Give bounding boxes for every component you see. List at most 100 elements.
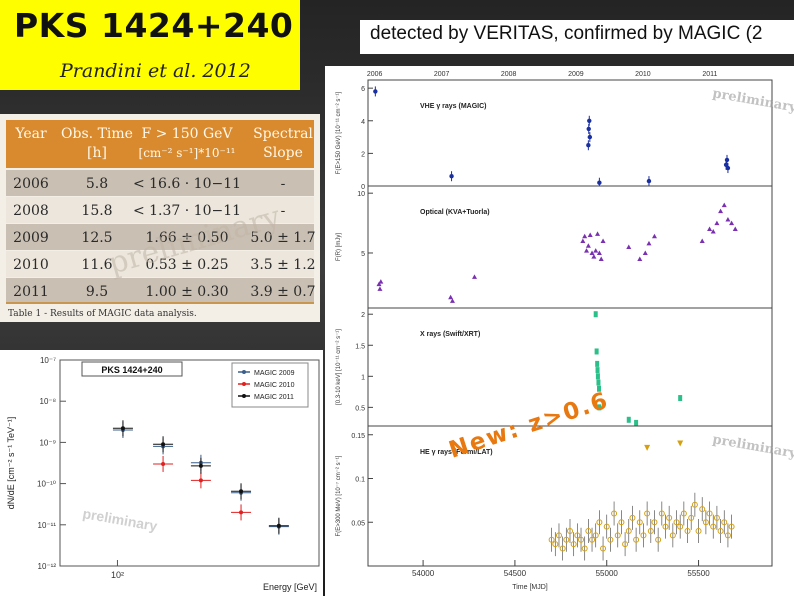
lc-point <box>669 532 676 539</box>
lc-panel-label: VHE γ rays (MAGIC) <box>420 103 487 110</box>
lc-point <box>373 89 378 94</box>
table-cell: 12.5 <box>81 230 112 246</box>
lc-point <box>582 233 588 239</box>
lc-point <box>589 536 596 543</box>
lc-point <box>633 536 640 543</box>
lc-point <box>724 157 730 163</box>
sed-x-tick-label: 10² <box>111 570 124 580</box>
lc-y-tick-label: 0.15 <box>351 433 365 440</box>
lc-point <box>597 404 602 411</box>
lc-point <box>673 519 680 526</box>
lc-point <box>559 545 566 552</box>
banner-text: detected by VERITAS, confirmed by MAGIC … <box>370 23 763 44</box>
lc-point <box>699 506 706 513</box>
lc-panel-frame <box>367 185 773 309</box>
lc-point <box>598 256 604 261</box>
lc-point <box>651 233 657 239</box>
table-cell: - <box>281 203 286 219</box>
lc-point <box>714 220 720 226</box>
lc-panel-frame <box>367 79 773 187</box>
lc-y-tick-label: 2 <box>361 151 365 158</box>
table-cell: 5.8 <box>86 176 108 192</box>
lc-y-tick-label: 2 <box>361 312 365 319</box>
sed-point <box>161 461 166 466</box>
lc-point <box>472 274 478 279</box>
sed-legend-label: MAGIC 2011 <box>254 394 294 401</box>
table-header-line2: [cm⁻² s⁻¹]*10⁻¹¹ <box>139 146 236 160</box>
table-cell: 2010 <box>13 257 49 273</box>
sed-point <box>239 510 244 515</box>
table-cell: < 16.6 · 10−11 <box>133 176 241 192</box>
lc-point <box>377 286 383 291</box>
lc-point <box>587 118 592 123</box>
lc-y-tick-label: 0 <box>361 184 365 191</box>
lc-panel-label: X rays (Swift/XRT) <box>420 331 480 338</box>
slide-title: PKS 1424+240 <box>14 6 294 45</box>
lc-point <box>644 510 651 517</box>
lc-panel-frame <box>367 425 773 567</box>
lc-point <box>710 523 717 530</box>
lc-x-tick-label: 54000 <box>412 569 435 578</box>
lc-point <box>580 238 586 244</box>
lc-upper-limit <box>644 444 651 451</box>
lc-point <box>578 536 585 543</box>
lc-point <box>594 348 599 355</box>
sed-y-axis-label: dN/dE [cm⁻² s⁻¹ TeV⁻¹] <box>6 417 16 510</box>
sed-point <box>120 426 125 431</box>
lc-point <box>626 244 632 249</box>
lc-year-label: 2008 <box>501 71 517 78</box>
table-row <box>6 251 314 277</box>
lc-point <box>376 281 382 287</box>
lc-point <box>448 294 454 300</box>
lc-point <box>666 514 673 521</box>
lc-point <box>678 395 683 402</box>
sed-point <box>239 489 244 494</box>
lc-point <box>586 126 591 132</box>
lc-point <box>567 528 573 534</box>
lc-year-label: 2009 <box>568 71 584 78</box>
lc-point <box>587 232 593 238</box>
lc-x-tick-label: 54500 <box>504 569 527 578</box>
lc-point <box>584 248 590 253</box>
table-cell: 3.5 ± 1.2 <box>250 257 315 273</box>
lc-point <box>713 514 720 521</box>
lc-point <box>587 134 593 140</box>
lc-point <box>717 528 724 534</box>
lc-point <box>647 528 654 534</box>
lc-panel-y-label: F(R) [mJy] <box>336 233 342 261</box>
lc-year-label: 2011 <box>702 71 717 78</box>
lc-point <box>629 514 636 521</box>
lc-point <box>710 228 716 234</box>
table-cell: 11.6 <box>81 257 112 273</box>
slide-subtitle: Prandini et al. 2012 <box>60 60 251 82</box>
lc-point <box>593 311 598 318</box>
lc-point <box>449 174 454 179</box>
lc-y-tick-label: 0.05 <box>351 520 365 527</box>
lc-point <box>640 532 647 539</box>
lc-point <box>706 510 713 517</box>
lc-point <box>662 523 669 530</box>
lc-point <box>585 243 591 248</box>
lc-y-tick-label: 0.5 <box>355 405 365 412</box>
lc-point <box>574 532 581 539</box>
lc-point <box>611 510 618 517</box>
lc-year-label: 2006 <box>367 71 383 78</box>
lc-x-tick-label: 55000 <box>596 569 619 578</box>
lc-point <box>651 519 658 526</box>
table-cell: 2009 <box>13 230 49 246</box>
results-table: Year Obs. Time [h] F > 150 GeV [cm⁻² s⁻¹]*10… <box>6 120 316 319</box>
sed-point <box>276 523 281 528</box>
table-row <box>6 278 314 304</box>
lc-panel-y-label: F(E>150 GeV) [10⁻¹¹ cm⁻² s⁻¹] <box>336 91 342 174</box>
lc-point <box>646 240 652 246</box>
table-cell: 9.5 <box>86 284 108 300</box>
lc-point <box>596 519 603 526</box>
title-box <box>0 0 300 90</box>
table-cell: 15.8 <box>81 203 112 219</box>
table-header-line1: Spectral <box>253 126 313 142</box>
lc-point <box>721 519 728 526</box>
lc-point <box>658 510 665 517</box>
lc-y-tick-label: 1.5 <box>355 343 365 350</box>
table-cell: 2008 <box>13 203 49 219</box>
